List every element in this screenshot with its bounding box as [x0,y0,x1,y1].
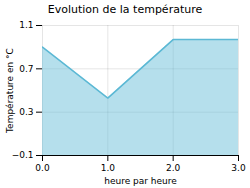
html-text:Evolution de la température: Evolution de la température [47,3,203,16]
svg-text:0.0: 0.0 [35,163,50,173]
svg-text:1.0: 1.0 [101,163,116,173]
svg-text:0.3: 0.3 [19,107,33,117]
svg-text:Température en °C: Température en °C [5,48,15,134]
svg-text:heure par heure: heure par heure [104,176,177,186]
svg-text:2.0: 2.0 [166,163,181,173]
svg-text:0.7: 0.7 [19,64,33,74]
svg-text:3.0: 3.0 [231,163,246,173]
svg-text:−0.1: −0.1 [12,150,34,160]
svg-text:1.1: 1.1 [19,20,33,30]
